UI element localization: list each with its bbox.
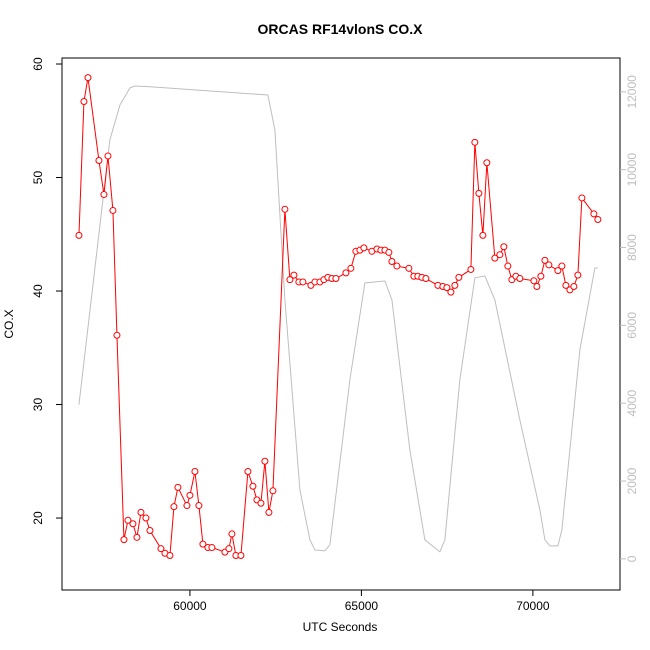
y-tick-label: 20: [31, 511, 45, 525]
point: [332, 275, 340, 283]
y-axis-label: CO.X: [2, 309, 16, 338]
point: [290, 271, 298, 279]
point: [533, 282, 541, 290]
point: [249, 482, 257, 490]
point: [562, 281, 570, 289]
point: [496, 251, 504, 259]
y2-tick-label: 4000: [625, 390, 639, 417]
point: [109, 206, 117, 214]
point: [129, 520, 137, 528]
y2-tick-label: 8000: [625, 234, 639, 261]
point: [133, 533, 141, 541]
point: [545, 261, 553, 269]
point: [530, 277, 538, 285]
point: [281, 205, 289, 213]
point: [299, 278, 307, 286]
point: [195, 502, 203, 510]
point: [80, 97, 88, 105]
point: [225, 545, 233, 553]
point: [100, 191, 108, 199]
point: [541, 256, 549, 264]
point: [199, 540, 207, 548]
y2-tick-label: 6000: [625, 312, 639, 339]
point: [228, 530, 236, 538]
point: [146, 527, 154, 535]
point: [471, 138, 479, 146]
point: [447, 288, 455, 296]
y-tick-label: 40: [31, 284, 45, 298]
point: [594, 216, 602, 224]
x-axis-label: UTC Seconds: [303, 620, 378, 634]
point: [244, 468, 252, 476]
point: [120, 536, 128, 544]
point: [388, 258, 396, 266]
y2-tick-label: 12000: [625, 75, 639, 109]
point: [113, 331, 121, 339]
point: [360, 244, 368, 252]
point: [405, 264, 413, 272]
point: [208, 544, 216, 552]
point: [183, 502, 191, 510]
x-tick-label: 65000: [345, 599, 379, 613]
point: [422, 275, 430, 283]
x-tick-label: 70000: [516, 599, 550, 613]
point: [455, 273, 463, 281]
chart-title: ORCAS RF14vlonS CO.X: [258, 21, 424, 37]
point: [84, 74, 92, 82]
point: [574, 271, 582, 279]
point: [516, 275, 524, 283]
point: [554, 267, 562, 275]
point: [157, 545, 165, 553]
point: [570, 282, 578, 290]
point: [137, 508, 145, 516]
point: [142, 514, 150, 522]
point: [393, 262, 401, 270]
point: [342, 269, 350, 277]
x-tick-label: 60000: [173, 599, 207, 613]
point: [174, 483, 182, 491]
plot-box: [61, 57, 621, 591]
point: [124, 516, 132, 524]
point: [578, 194, 586, 202]
point: [590, 210, 598, 218]
y2-tick-label: 2000: [625, 467, 639, 494]
point: [467, 265, 475, 273]
point: [166, 551, 174, 559]
y-tick-label: 60: [31, 57, 45, 71]
point: [257, 499, 265, 507]
point: [170, 503, 178, 511]
point: [491, 254, 499, 262]
point: [265, 508, 273, 516]
point: [558, 262, 566, 270]
point: [443, 284, 451, 292]
point: [191, 468, 199, 476]
point: [286, 276, 294, 284]
point: [95, 156, 103, 164]
point: [451, 281, 459, 289]
point: [385, 248, 393, 256]
series-line: [78, 77, 599, 557]
point: [537, 272, 545, 280]
y-tick-label: 50: [31, 171, 45, 185]
y2-tick-label: 0: [625, 555, 639, 562]
point: [479, 231, 487, 239]
series-line: [78, 85, 598, 553]
point: [347, 264, 355, 272]
point: [261, 457, 269, 465]
point: [104, 152, 112, 160]
point: [483, 159, 491, 167]
point: [186, 491, 194, 499]
point: [500, 243, 508, 251]
y-tick-label: 30: [31, 398, 45, 412]
y2-tick-label: 10000: [625, 153, 639, 187]
point: [75, 231, 83, 239]
point: [504, 262, 512, 270]
point: [237, 551, 245, 559]
point: [475, 189, 483, 197]
point: [269, 487, 277, 495]
